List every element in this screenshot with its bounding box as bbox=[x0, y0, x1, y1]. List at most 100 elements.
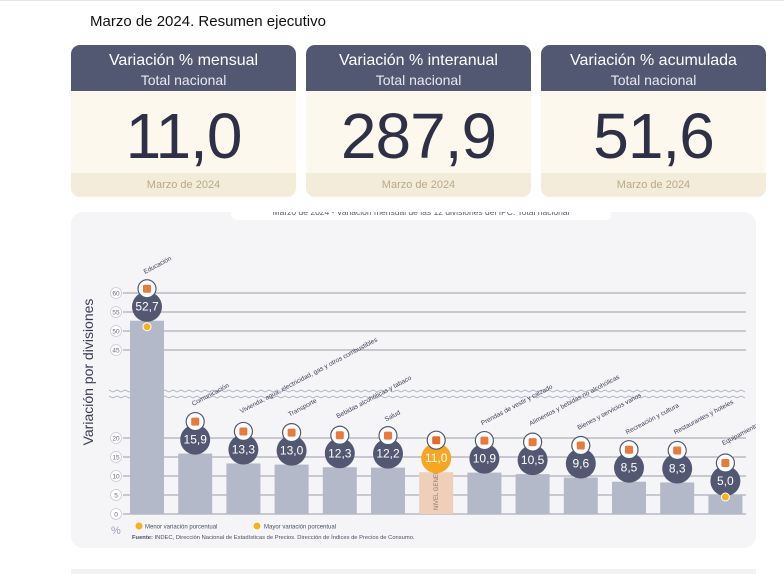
card-subtitle: Total nacional bbox=[375, 72, 462, 88]
category-icon-detail bbox=[721, 459, 730, 467]
category-label: Recreación y cultura bbox=[625, 402, 681, 436]
y-tick-bubble bbox=[110, 508, 122, 520]
axis-break-line bbox=[108, 389, 746, 393]
card-title: Variación % mensual bbox=[108, 52, 259, 69]
card-subtitle: Total nacional bbox=[140, 72, 227, 88]
value-label: 11,0 bbox=[425, 451, 448, 465]
value-label: 8,5 bbox=[621, 461, 638, 475]
card-title: Variación % acumulada bbox=[570, 52, 737, 69]
y-tick-label: 55 bbox=[112, 310, 120, 317]
card-monthly: Variación % mensual Total nacional 11,0 … bbox=[71, 45, 296, 197]
chart-panel: Marzo de 2024 - Variación mensual de las… bbox=[71, 212, 756, 548]
category-label: Alimentos y bebidas no alcohólicas bbox=[528, 373, 621, 427]
card-body: 51,6 Marzo de 2024 bbox=[541, 91, 766, 197]
bar bbox=[467, 472, 502, 514]
source-note: Fuente: INDEC, Dirección Nacional de Est… bbox=[132, 534, 415, 541]
category-icon-detail bbox=[432, 436, 441, 445]
category-icon-detail bbox=[287, 428, 296, 437]
card-footer: Marzo de 2024 bbox=[71, 173, 296, 197]
card-accumulated: Variación % acumulada Total nacional 51,… bbox=[541, 45, 766, 197]
page-title: Marzo de 2024. Resumen ejecutivo bbox=[90, 13, 326, 30]
value-badge bbox=[324, 438, 355, 469]
category-icon-detail bbox=[143, 284, 151, 293]
source-label: Fuente: bbox=[132, 535, 155, 541]
category-icon-detail bbox=[673, 446, 682, 455]
bar bbox=[660, 482, 695, 514]
y-tick-bubble bbox=[110, 489, 122, 501]
value-label: 52,7 bbox=[135, 300, 159, 314]
y-tick-bubble bbox=[110, 432, 122, 444]
card-header: Variación % interanual Total nacional bbox=[306, 45, 531, 91]
card-title: Variación % interanual bbox=[339, 52, 498, 69]
category-icon-detail bbox=[576, 441, 585, 450]
value-badge bbox=[180, 424, 211, 455]
bar bbox=[708, 495, 743, 514]
bottom-panel-edge bbox=[71, 569, 756, 574]
card-header: Variación % acumulada Total nacional bbox=[541, 45, 766, 91]
category-icon-detail bbox=[625, 445, 633, 454]
chart-title-pill bbox=[231, 212, 611, 220]
card-footer: Marzo de 2024 bbox=[306, 173, 531, 197]
category-icon-detail bbox=[191, 417, 200, 426]
value-badge bbox=[517, 445, 548, 476]
category-label: Salud bbox=[384, 409, 402, 423]
y-tick-bubble bbox=[110, 287, 122, 299]
bar bbox=[515, 474, 550, 514]
card-subtitle: Total nacional bbox=[610, 72, 697, 88]
bar bbox=[371, 467, 405, 514]
y-tick-label: 15 bbox=[112, 455, 120, 462]
value-badge bbox=[373, 438, 403, 469]
value-badge bbox=[614, 452, 644, 483]
card-body: 287,9 Marzo de 2024 bbox=[306, 91, 531, 197]
category-label: Transporte bbox=[287, 397, 318, 418]
y-tick-label: 50 bbox=[112, 329, 120, 336]
bar bbox=[130, 320, 164, 514]
y-tick-label: 5 bbox=[114, 493, 118, 500]
value-label: 12,2 bbox=[376, 447, 400, 461]
category-label: Restaurantes y hoteles bbox=[673, 398, 736, 436]
value-label: 5,0 bbox=[717, 474, 734, 488]
y-tick-label: 20 bbox=[112, 436, 120, 443]
value-label: 8,3 bbox=[669, 461, 686, 475]
value-label: 10,9 bbox=[473, 452, 497, 466]
category-icon-detail bbox=[384, 431, 392, 440]
y-axis-label: Variación por divisiones bbox=[80, 299, 96, 446]
y-tick-bubble bbox=[110, 470, 122, 482]
bar bbox=[612, 481, 646, 514]
value-badge bbox=[565, 448, 596, 479]
value-label: 15,9 bbox=[184, 433, 208, 447]
value-badge bbox=[421, 443, 452, 474]
top-divider bbox=[0, 0, 784, 1]
card-yearly: Variación % interanual Total nacional 28… bbox=[306, 45, 531, 197]
bar bbox=[178, 453, 213, 514]
y-tick-bubble bbox=[110, 451, 122, 463]
min-marker bbox=[720, 492, 730, 502]
unit-label: % bbox=[111, 525, 121, 537]
bar bbox=[226, 463, 261, 514]
value-label: 12,3 bbox=[328, 446, 352, 460]
value-badge bbox=[710, 466, 741, 496]
y-tick-label: 45 bbox=[112, 348, 120, 355]
category-icon-detail bbox=[335, 431, 344, 440]
category-icon-detail bbox=[528, 438, 537, 447]
card-value: 287,9 bbox=[340, 100, 497, 172]
legend-marker-max bbox=[252, 521, 262, 531]
bar-inner-label: NIVEL GENERAL bbox=[434, 462, 440, 510]
y-tick-bubble bbox=[110, 344, 122, 356]
value-label: 13,0 bbox=[280, 444, 304, 458]
card-value: 11,0 bbox=[125, 100, 243, 172]
max-marker bbox=[142, 322, 152, 332]
chart-title: Marzo de 2024 - Variación mensual de las… bbox=[273, 212, 570, 217]
source-text: INDEC, Dirección Nacional de Estadística… bbox=[155, 534, 415, 541]
y-tick-bubble bbox=[110, 325, 122, 337]
y-tick-bubble bbox=[110, 306, 122, 318]
value-badge bbox=[276, 435, 307, 466]
axis-break-line bbox=[108, 395, 746, 399]
value-label: 13,3 bbox=[232, 442, 256, 456]
legend-label-max: Mayor variación porcentual bbox=[264, 525, 336, 531]
value-badge bbox=[132, 291, 162, 322]
value-badge bbox=[228, 434, 259, 465]
category-icon-detail bbox=[480, 436, 489, 445]
y-tick-label: 0 bbox=[114, 512, 118, 519]
value-label: 9,6 bbox=[572, 457, 589, 471]
